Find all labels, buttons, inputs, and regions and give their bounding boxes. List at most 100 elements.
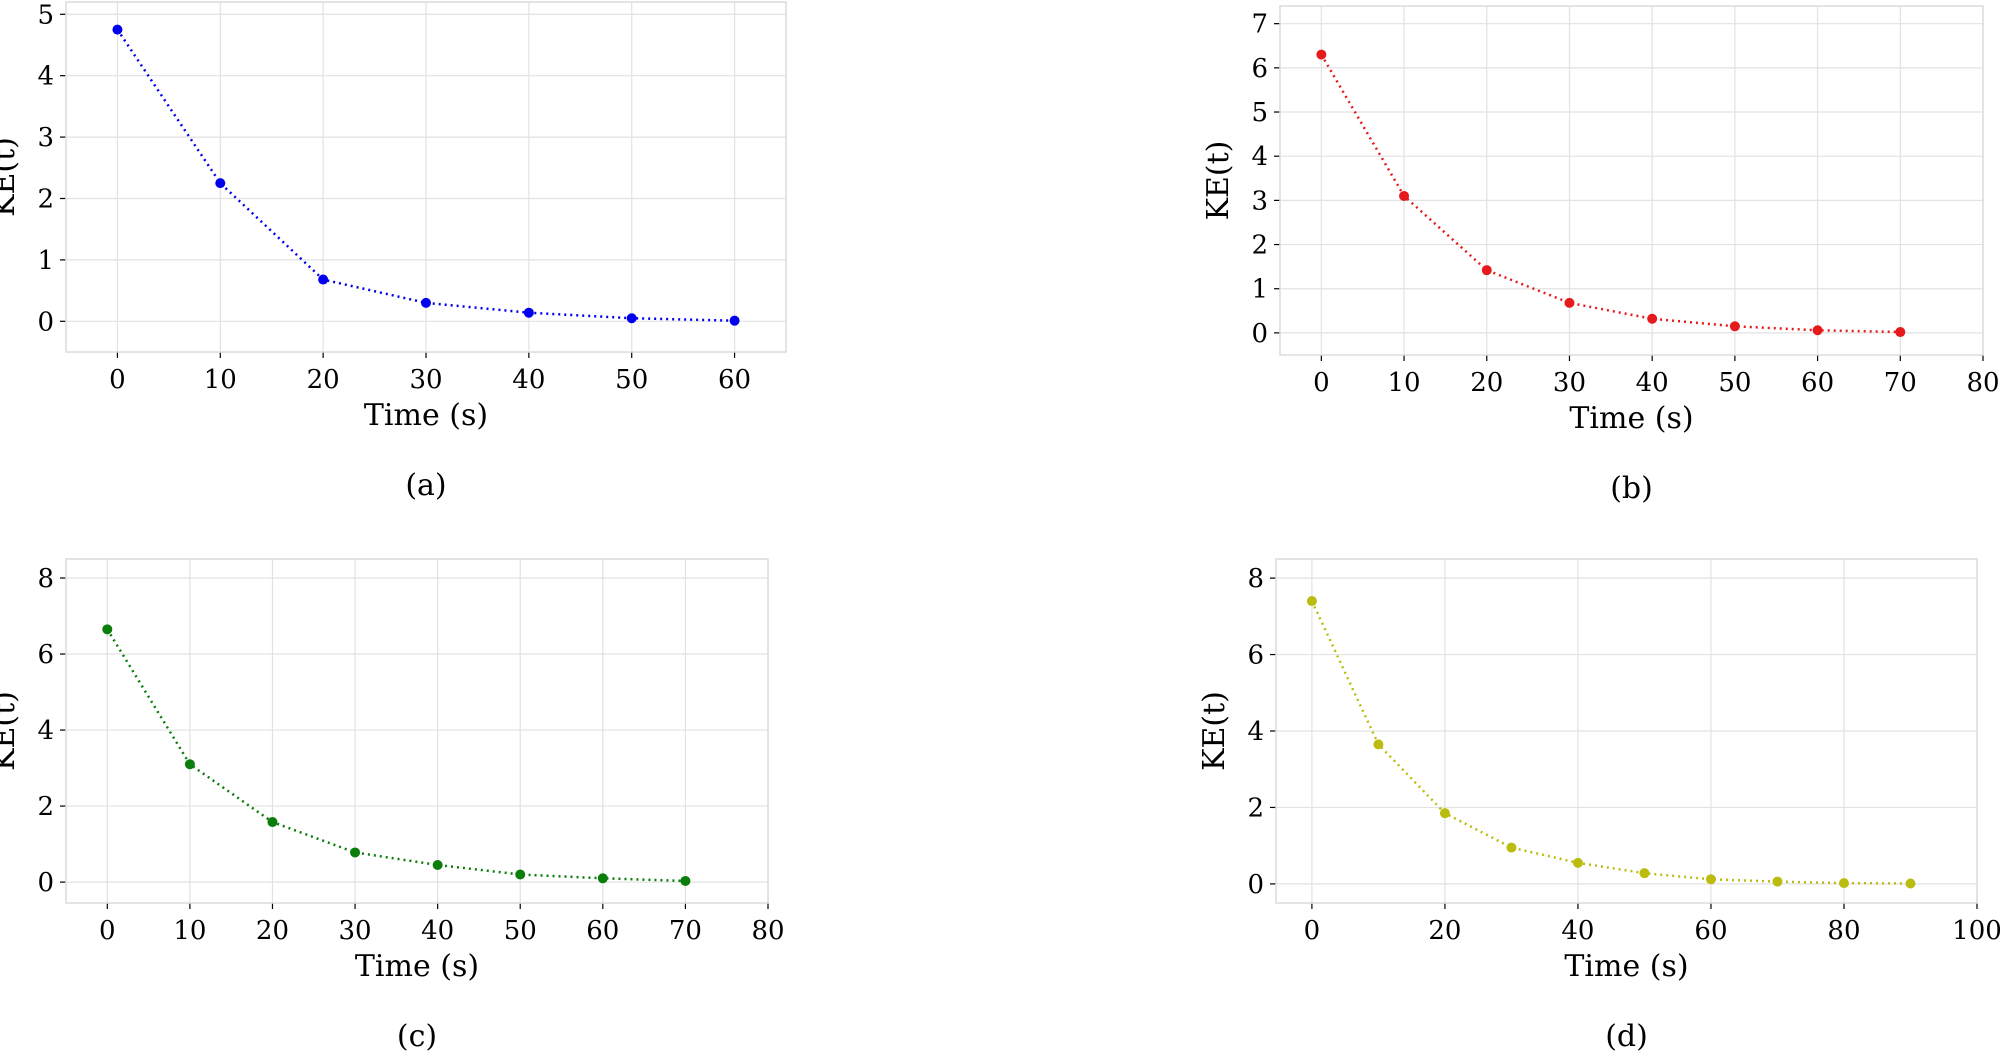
x-tick-label: 40 [1636, 368, 1669, 398]
y-tick-label: 3 [1251, 186, 1268, 216]
plot-frame [65, 1, 787, 353]
x-tick-label: 60 [718, 365, 751, 395]
x-tick-label: 80 [751, 916, 784, 946]
data-point [626, 313, 637, 324]
y-tick-label: 5 [1251, 98, 1268, 128]
x-tick-label: 40 [421, 916, 454, 946]
data-point [1838, 878, 1849, 889]
x-tick-label: 10 [173, 916, 206, 946]
y-tick-label: 8 [1247, 564, 1264, 594]
y-tick-label: 2 [37, 184, 54, 214]
data-point [680, 875, 691, 886]
x-tick-label: 20 [256, 916, 289, 946]
y-tick-label: 0 [1251, 319, 1268, 349]
data-point [184, 759, 195, 770]
y-tick-label: 5 [37, 0, 54, 30]
y-tick-label: 0 [37, 868, 54, 898]
data-point [1905, 878, 1916, 889]
data-point [1481, 265, 1492, 276]
data-point [1705, 874, 1716, 885]
y-tick-label: 6 [1251, 54, 1268, 84]
x-tick-label: 50 [504, 916, 537, 946]
x-tick-label: 70 [1884, 368, 1917, 398]
data-point [1895, 327, 1906, 338]
data-point [432, 859, 443, 870]
plot-frame [65, 558, 769, 904]
data-point [1306, 596, 1317, 607]
x-tick-label: 0 [99, 916, 116, 946]
x-tick-label: 60 [1694, 916, 1727, 946]
y-tick-label: 1 [1251, 275, 1268, 305]
series-line [1320, 53, 1901, 334]
y-tick-label: 6 [1247, 641, 1264, 671]
x-tick-label: 70 [669, 916, 702, 946]
y-tick-label: 2 [1247, 793, 1264, 823]
x-axis-label: Time (s) [355, 949, 479, 984]
x-tick-label: 20 [1470, 368, 1503, 398]
x-tick-label: 60 [1801, 368, 1834, 398]
data-point [1812, 325, 1823, 336]
data-point [1564, 297, 1575, 308]
data-point [1399, 190, 1410, 201]
x-tick-label: 20 [307, 365, 340, 395]
data-point [1729, 321, 1740, 332]
data-point [1506, 842, 1517, 853]
x-tick-label: 30 [409, 365, 442, 395]
caption: (a) [405, 468, 446, 503]
y-tick-label: 2 [1251, 231, 1268, 261]
y-axis-label: KE(t) [0, 691, 22, 771]
y-tick-label: 0 [37, 307, 54, 337]
x-tick-label: 30 [339, 916, 372, 946]
x-tick-label: 30 [1553, 368, 1586, 398]
series-line [1310, 600, 1911, 885]
data-point [597, 873, 608, 884]
y-tick-label: 4 [37, 716, 54, 746]
x-tick-label: 50 [1718, 368, 1751, 398]
x-tick-label: 60 [586, 916, 619, 946]
x-tick-label: 40 [1561, 916, 1594, 946]
data-point [1316, 49, 1327, 60]
y-tick-label: 4 [1247, 717, 1264, 747]
x-axis-label: Time (s) [1569, 401, 1693, 436]
y-tick-label: 3 [37, 123, 54, 153]
data-point [1647, 313, 1658, 324]
x-tick-label: 10 [204, 365, 237, 395]
y-tick-label: 2 [37, 792, 54, 822]
data-point [523, 307, 534, 318]
plot-frame [1279, 5, 1984, 356]
caption: (c) [397, 1019, 437, 1053]
data-point [1772, 876, 1783, 887]
data-point [267, 817, 278, 828]
x-tick-label: 80 [1827, 916, 1860, 946]
y-tick-label: 8 [37, 564, 54, 594]
x-tick-label: 50 [615, 365, 648, 395]
y-tick-label: 4 [1251, 142, 1268, 172]
x-axis-label: Time (s) [1564, 949, 1688, 984]
caption: (d) [1605, 1019, 1648, 1053]
x-tick-label: 100 [1952, 916, 2001, 946]
x-tick-label: 40 [512, 365, 545, 395]
x-tick-label: 10 [1388, 368, 1421, 398]
y-tick-label: 7 [1251, 10, 1268, 40]
data-point [350, 847, 361, 858]
data-point [1639, 868, 1650, 879]
y-axis-label: KE(t) [1197, 691, 1232, 771]
series-line [106, 628, 686, 883]
y-axis-label: KE(t) [0, 137, 22, 217]
data-point [421, 297, 431, 308]
x-tick-label: 20 [1428, 916, 1461, 946]
data-point [1373, 739, 1384, 750]
y-tick-label: 0 [1247, 870, 1264, 900]
plot-frame [1275, 558, 1978, 904]
data-point [1572, 857, 1583, 868]
data-point [102, 624, 113, 635]
x-tick-label: 0 [109, 365, 126, 395]
y-tick-label: 6 [37, 640, 54, 670]
x-tick-label: 0 [1304, 916, 1321, 946]
x-tick-label: 0 [1313, 368, 1330, 398]
y-tick-label: 4 [37, 62, 54, 92]
caption: (b) [1610, 471, 1653, 506]
data-point [112, 24, 123, 35]
data-point [215, 178, 226, 189]
